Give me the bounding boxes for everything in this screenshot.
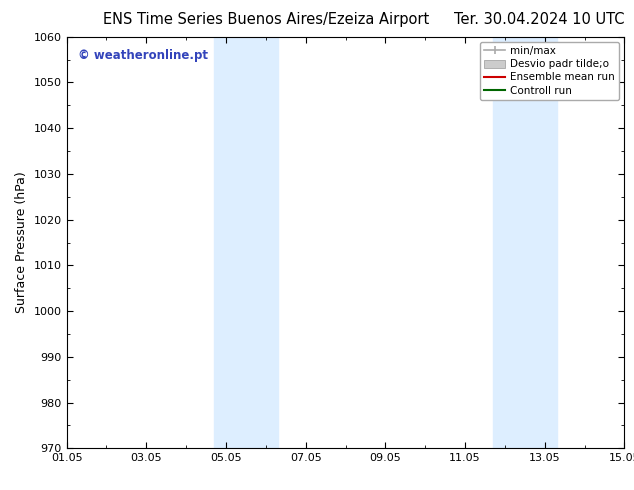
Legend: min/max, Desvio padr tilde;o, Ensemble mean run, Controll run: min/max, Desvio padr tilde;o, Ensemble m… (480, 42, 619, 99)
Bar (493, 37, 557, 448)
Text: Ter. 30.04.2024 10 UTC: Ter. 30.04.2024 10 UTC (454, 12, 624, 27)
Text: © weatheronline.pt: © weatheronline.pt (78, 49, 208, 62)
Bar (214, 37, 278, 448)
Text: ENS Time Series Buenos Aires/Ezeiza Airport: ENS Time Series Buenos Aires/Ezeiza Airp… (103, 12, 429, 27)
Y-axis label: Surface Pressure (hPa): Surface Pressure (hPa) (15, 172, 28, 314)
